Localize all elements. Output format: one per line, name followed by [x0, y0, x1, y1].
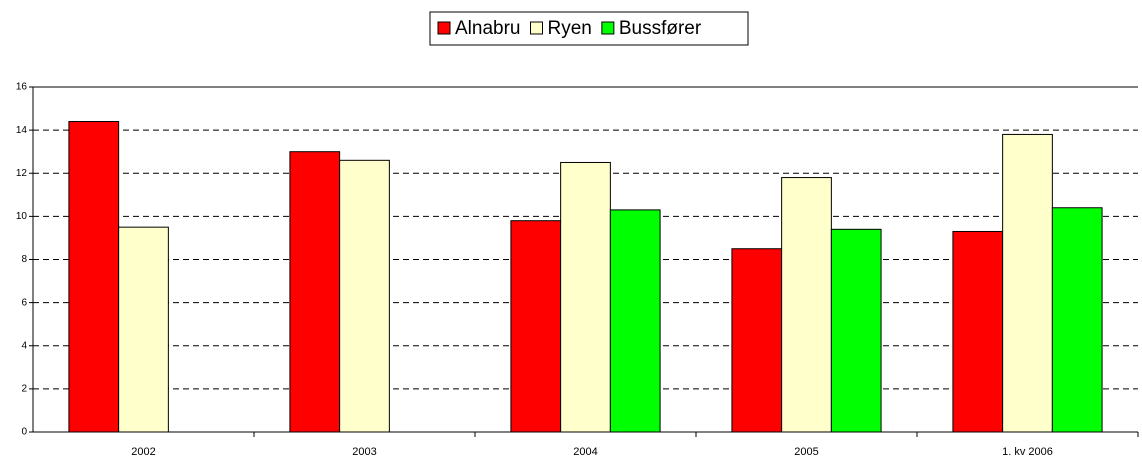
legend-label: Ryen [548, 18, 592, 39]
y-tick-label: 4 [21, 340, 27, 351]
x-tick-label: 2003 [352, 446, 376, 458]
y-tick-label: 6 [21, 297, 27, 308]
y-tick-label: 2 [21, 384, 27, 395]
x-tick-label: 2004 [573, 446, 597, 458]
bar [609, 209, 661, 433]
bar [289, 151, 341, 433]
y-tick-label: 8 [21, 254, 27, 265]
y-tick-label: 10 [16, 211, 28, 222]
legend-label: Alnabru [455, 18, 521, 39]
x-tick-label: 1. kv 2006 [1002, 446, 1053, 458]
bar [830, 228, 882, 433]
legend-swatch [601, 21, 615, 35]
x-tick-label: 2005 [794, 446, 818, 458]
legend-swatch [530, 21, 543, 35]
x-tick-label: 2002 [131, 446, 155, 458]
bar [510, 220, 562, 433]
bar [118, 226, 169, 433]
legend: Alnabru Ryen Bussfører [437, 18, 702, 39]
y-tick-label: 14 [16, 125, 28, 136]
legend-swatch [437, 21, 451, 35]
bar [952, 230, 1004, 433]
bar [68, 121, 120, 433]
bar [1002, 133, 1053, 433]
y-tick-label: 0 [21, 427, 27, 438]
y-tick-label: 16 [16, 82, 28, 93]
bar [339, 159, 390, 433]
legend-box [429, 11, 749, 46]
bar [731, 248, 783, 433]
bar [1051, 207, 1103, 433]
bar [781, 177, 832, 433]
legend-label: Bussfører [619, 18, 702, 39]
y-tick-label: 12 [16, 168, 28, 179]
bar [560, 161, 611, 433]
